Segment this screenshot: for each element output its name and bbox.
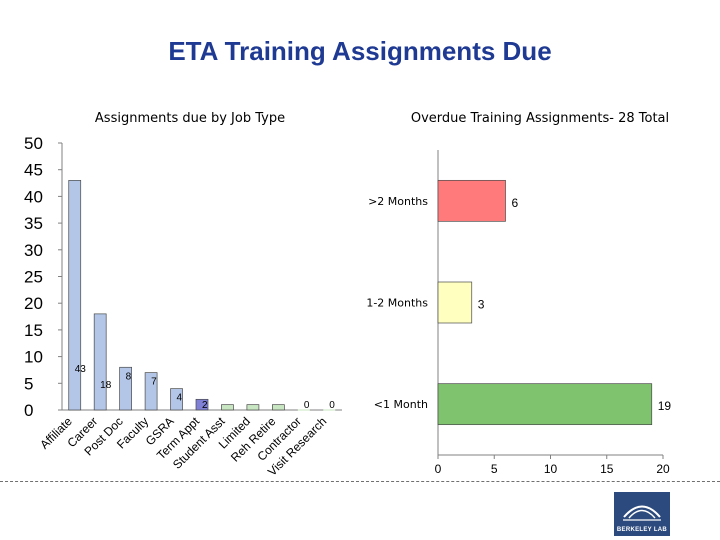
footer-divider <box>0 481 720 482</box>
bar-data-label: 2 <box>202 400 208 411</box>
y-category-label: >2 Months <box>368 195 428 208</box>
y-tick-label: 0 <box>24 401 33 420</box>
bar <box>144 372 158 411</box>
bar <box>170 388 183 411</box>
y-tick-label: 45 <box>24 161 43 180</box>
y-tick-label: 20 <box>24 294 43 313</box>
bar <box>68 180 82 411</box>
bar <box>195 398 209 411</box>
y-tick-label: 10 <box>24 348 43 367</box>
bar-data-label: 19 <box>658 399 672 413</box>
y-tick-label: 5 <box>24 374 33 393</box>
bar-data-label: 0 <box>329 400 335 411</box>
x-tick-label: 5 <box>491 462 498 476</box>
bar <box>437 281 473 324</box>
bar <box>437 179 506 222</box>
bar <box>221 404 234 411</box>
bar <box>272 404 285 411</box>
x-tick-label: 15 <box>600 462 614 476</box>
bar-data-label: 8 <box>126 371 132 382</box>
y-tick-label: 25 <box>24 268 43 287</box>
y-category-label: 1-2 Months <box>366 297 428 310</box>
job-type-chart-title: Assignments due by Job Type <box>94 111 286 126</box>
slide-title: ETA Training Assignments Due <box>168 36 552 66</box>
bar <box>119 366 132 411</box>
bar-data-label: 7 <box>151 377 157 388</box>
y-tick-label: 35 <box>24 214 43 233</box>
bar-data-label: 6 <box>512 196 519 210</box>
berkeley-lab-emblem-icon <box>623 505 661 521</box>
bar-data-label: 0 <box>304 400 310 411</box>
bar <box>246 404 260 411</box>
bar-data-label: 18 <box>100 380 112 391</box>
bar-data-label: 43 <box>75 364 87 375</box>
y-tick-label: 30 <box>24 241 43 260</box>
bar <box>437 383 653 426</box>
x-tick-label: 0 <box>435 462 442 476</box>
logo-text: BERKELEY LAB <box>616 527 668 533</box>
y-tick-label: 15 <box>24 321 43 340</box>
berkeley-lab-logo: BERKELEY LAB <box>614 492 670 536</box>
y-tick-label: 40 <box>24 187 43 206</box>
y-tick-label: 50 <box>24 134 43 153</box>
x-tick-label: 10 <box>544 462 558 476</box>
bar-data-label: 4 <box>177 393 183 404</box>
overdue-chart-title: Overdue Training Assignments- 28 Total <box>410 111 670 126</box>
y-category-label: <1 Month <box>374 398 428 411</box>
bar <box>93 313 107 411</box>
x-tick-label: 20 <box>656 462 670 476</box>
bar-data-label: 3 <box>478 298 485 312</box>
